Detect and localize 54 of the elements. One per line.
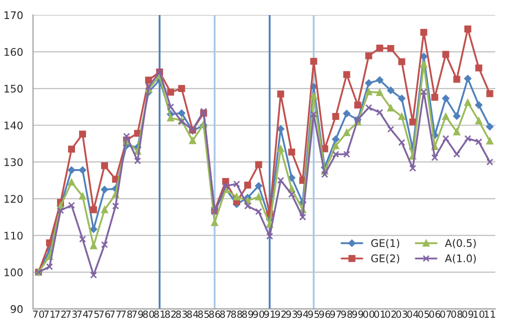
x-tick-label: 72 xyxy=(55,310,66,318)
x-tick-label: 88 xyxy=(231,310,242,318)
x-tick-label: 06 xyxy=(429,310,440,318)
y-tick-label: 150 xyxy=(4,84,23,93)
x-tick-label: 92 xyxy=(275,310,286,318)
legend-label: A(0.5) xyxy=(444,238,476,248)
x-tick-label: 07 xyxy=(440,310,452,318)
x-tick-label: 04 xyxy=(407,310,418,318)
x-tick-label: 08 xyxy=(451,310,462,318)
x-tick-label: 02 xyxy=(385,310,396,318)
x-tick-label: 05 xyxy=(418,310,430,318)
y-tick-label: 170 xyxy=(4,11,23,20)
x-tick-label: 03 xyxy=(396,310,408,318)
x-tick-label: 00 xyxy=(363,310,374,318)
x-tick-label: 93 xyxy=(286,310,298,318)
legend-label: A(1.0) xyxy=(444,254,476,264)
x-tick-label: 79 xyxy=(132,310,144,318)
y-tick-label: 120 xyxy=(4,194,23,203)
y-tick-label: 160 xyxy=(4,48,23,56)
x-tick-label: 11 xyxy=(484,310,496,318)
x-tick-label: 01 xyxy=(374,310,386,318)
y-tick-label: 140 xyxy=(4,121,23,130)
x-tick-label: 10 xyxy=(474,310,484,318)
x-tick-label: 81 xyxy=(154,310,165,318)
x-tick-label: 85 xyxy=(198,310,209,318)
x-tick-label: 87 xyxy=(220,310,231,318)
x-tick-label: 83 xyxy=(176,310,188,318)
x-tick-label: 98 xyxy=(341,310,352,318)
x-tick-label: 89 xyxy=(242,310,254,318)
x-tick-label: 94 xyxy=(297,310,308,318)
x-tick-label: 80 xyxy=(143,310,154,318)
x-tick-label: 97 xyxy=(330,310,342,318)
x-tick-label: 95 xyxy=(308,310,320,318)
y-tick-label: 130 xyxy=(4,158,23,166)
x-tick-label: 99 xyxy=(352,310,364,318)
x-tick-label: 75 xyxy=(88,310,99,318)
x-tick-label: 77 xyxy=(110,310,121,318)
legend-label: GE(1) xyxy=(371,238,400,248)
legend-label: GE(2) xyxy=(371,254,400,264)
x-tick-label: 91 xyxy=(264,310,275,318)
x-tick-label: 90 xyxy=(253,310,264,318)
x-tick-label: 78 xyxy=(121,310,132,318)
x-tick-label: 09 xyxy=(462,310,474,318)
x-tick-label: 76 xyxy=(99,310,110,318)
x-tick-label: 86 xyxy=(209,310,220,318)
x-tick-label: 96 xyxy=(319,310,330,318)
y-tick-label: 110 xyxy=(4,232,23,240)
x-tick-label: 74 xyxy=(77,310,88,318)
x-tick-label: 71 xyxy=(44,310,55,318)
x-tick-label: 84 xyxy=(187,310,198,318)
y-tick-label: 100 xyxy=(4,268,23,276)
x-tick-label: 70 xyxy=(33,310,44,318)
x-tick-label: 82 xyxy=(165,310,176,318)
x-tick-label: 73 xyxy=(66,310,77,318)
